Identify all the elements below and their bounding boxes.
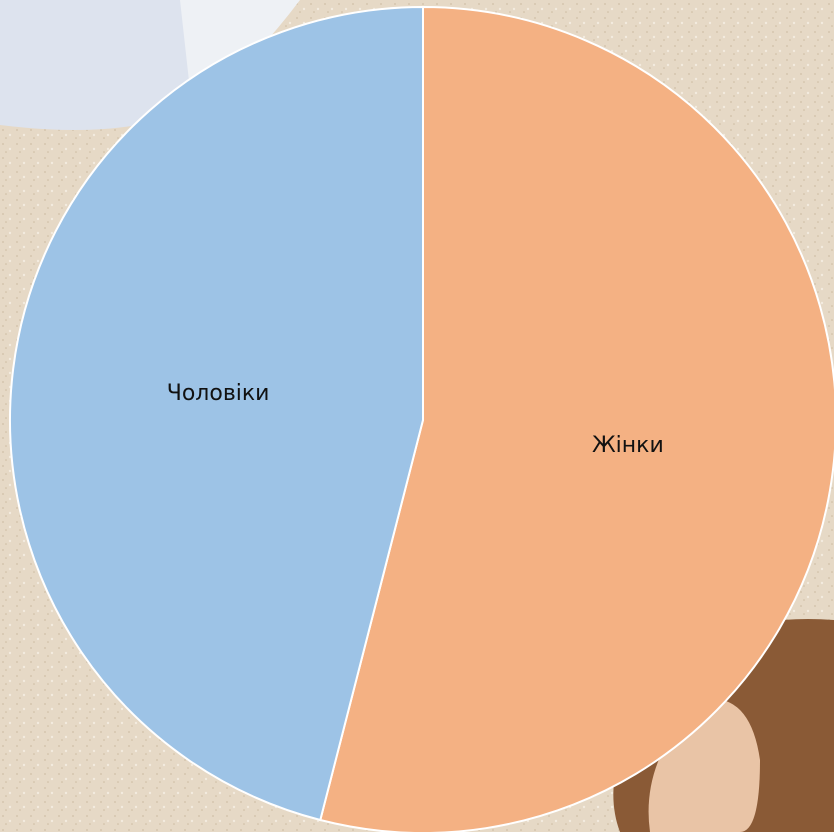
pie: Жінки Чоловіки: [9, 5, 834, 832]
pie-slice: [319, 5, 834, 832]
slice-label: Чоловіки: [167, 381, 270, 406]
slice-label: Жінки: [592, 433, 664, 458]
pie-slice: [9, 5, 424, 822]
